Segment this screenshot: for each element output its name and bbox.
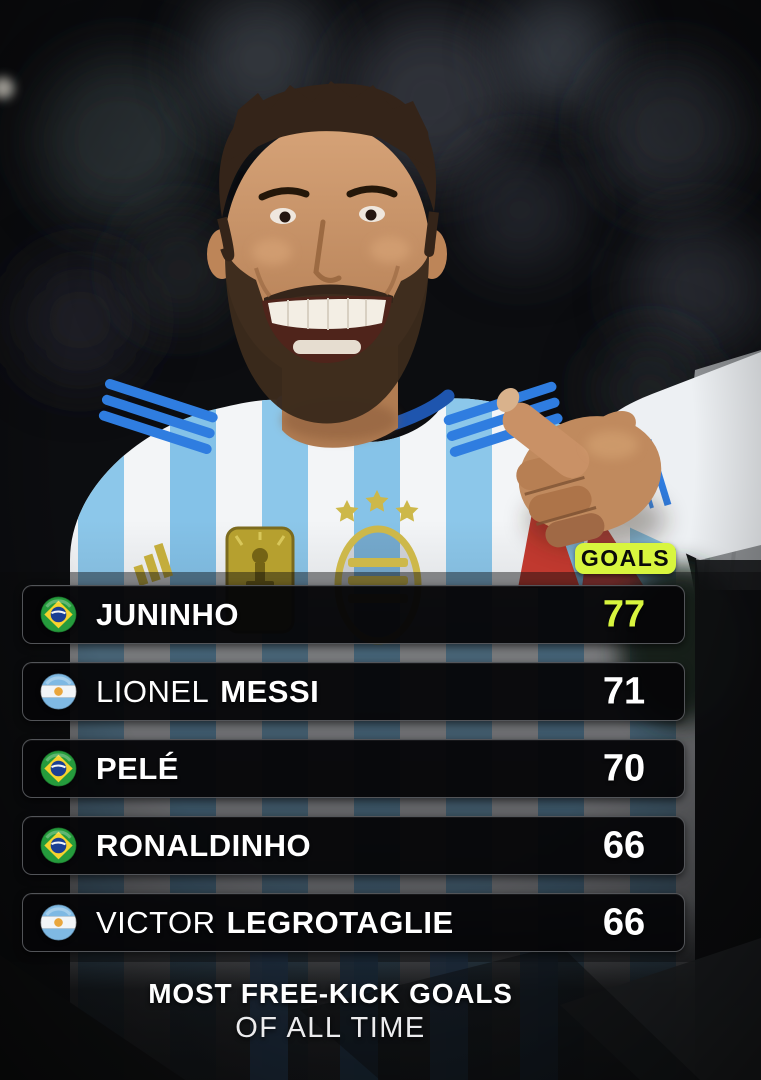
- table-row: PELÉ 70: [22, 739, 685, 798]
- player-name: RONALDINHO: [96, 827, 312, 863]
- player-name: PELÉ: [96, 750, 179, 786]
- goals-value: 77: [602, 593, 646, 635]
- goals-value: 66: [602, 824, 646, 866]
- player-name: LIONEL MESSI: [96, 673, 320, 709]
- table-row: JUNINHO 77: [22, 585, 685, 644]
- argentina-flag-icon: [40, 904, 77, 941]
- table-row: RONALDINHO 66: [22, 816, 685, 875]
- player-name: JUNINHO: [96, 596, 240, 632]
- brazil-flag-icon: [40, 827, 77, 864]
- goals-value: 71: [602, 670, 646, 712]
- table-row: LIONEL MESSI 71: [22, 662, 685, 721]
- leaderboard: JUNINHO 77 LIONEL MESSI 71 PELÉ 70: [22, 585, 685, 952]
- caption: MOST FREE-KICK GOALS OF ALL TIME: [0, 978, 661, 1045]
- brazil-flag-icon: [40, 750, 77, 787]
- player-name: VICTOR LEGROTAGLIE: [96, 904, 454, 940]
- goals-value: 66: [602, 901, 646, 943]
- page-subtitle: OF ALL TIME: [235, 1012, 426, 1044]
- argentina-flag-icon: [40, 673, 77, 710]
- goals-value: 70: [602, 747, 646, 789]
- goals-column-badge: GOALS: [575, 543, 676, 574]
- page-title: MOST FREE-KICK GOALS: [148, 978, 513, 1009]
- table-row: VICTOR LEGROTAGLIE 66: [22, 893, 685, 952]
- brazil-flag-icon: [40, 596, 77, 633]
